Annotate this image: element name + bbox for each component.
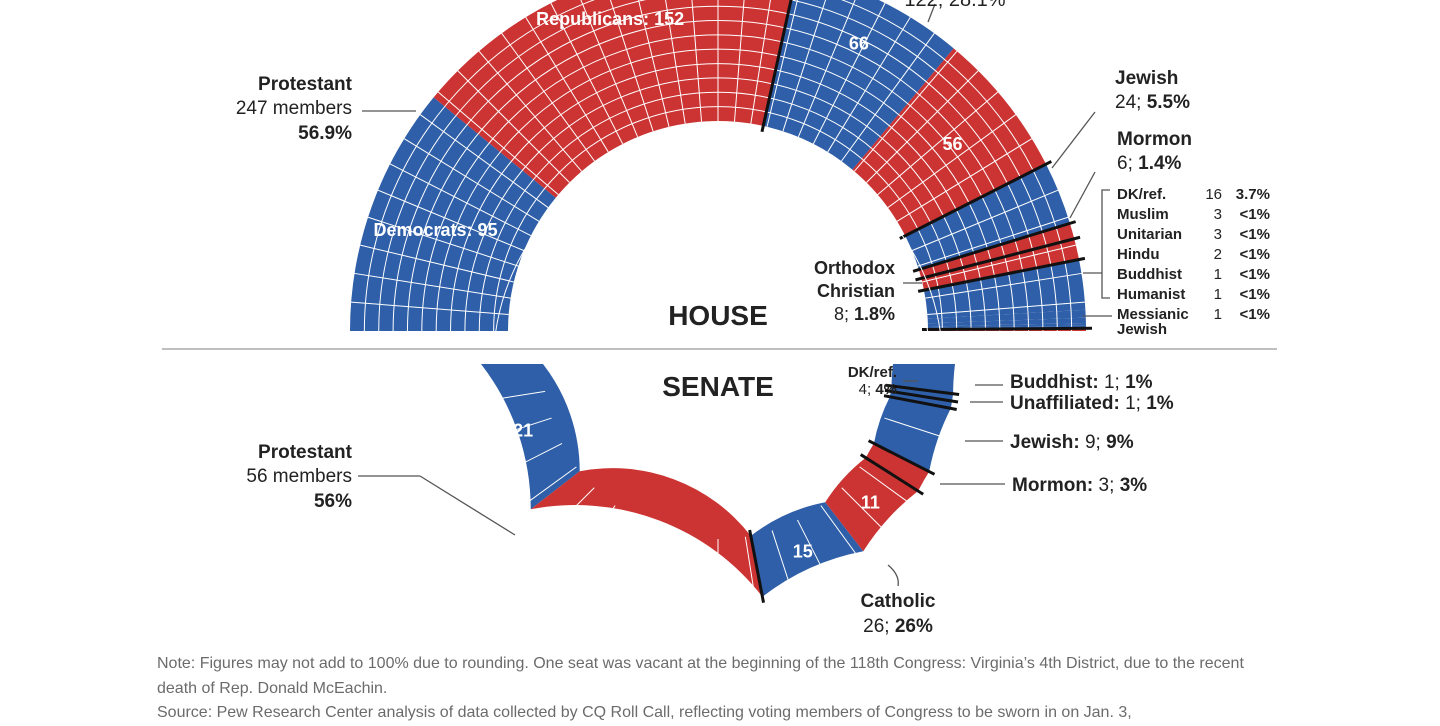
senate-group-boundary — [883, 394, 957, 412]
senate-segment-catholic-republican — [825, 457, 919, 552]
senate-mormon-stat: Mormon: 3; 3% — [1012, 475, 1147, 496]
small-table-name: Muslim — [1117, 206, 1169, 223]
house-mormon-stat: 6; 1.4% — [1117, 153, 1182, 174]
house-segment-catholic-republican — [852, 48, 1047, 236]
senate-group-boundary — [859, 453, 924, 496]
small-table-count: 3 — [1214, 206, 1222, 223]
house-group-boundary — [912, 220, 1077, 273]
house-protestant-name: Protestant — [258, 74, 353, 95]
house-orthodox-stat: 8; 1.8% — [834, 304, 895, 324]
house-catholic-partial-label: 122; 28.1% — [904, 0, 1005, 11]
house-arcs: Democrats: 95 Republicans: 152 66 56 — [350, 0, 1093, 332]
senate-segment-label: 21 — [513, 421, 533, 441]
house-segment-protestant-democrat — [350, 97, 556, 331]
senate-dkref-stat: 4; 4% — [859, 381, 897, 398]
house-protestant-count: 247 members — [236, 98, 352, 119]
house-small-groups-table: DK/ref. 16 3.7% Muslim 3 <1% Unitarian 3 <1% Hind… — [1117, 186, 1270, 338]
senate-segment-label: 11 — [861, 493, 880, 513]
small-table-name: Messianic — [1117, 306, 1189, 323]
house-orthodox-name-1: Orthodox — [814, 258, 895, 278]
house-jewish-stat: 24; 5.5% — [1115, 92, 1190, 113]
senate-segment-unaffiliated-democrat — [889, 391, 953, 409]
house-jewish-name: Jewish — [1115, 68, 1178, 89]
senate-dkref-name: DK/ref. — [848, 364, 897, 381]
house-protestant-pct: 56.9% — [298, 123, 352, 144]
senate-catholic-stat: 26; 26% — [863, 616, 933, 637]
small-table-name: Hindu — [1117, 246, 1160, 263]
small-table-pct: <1% — [1240, 206, 1270, 223]
senate-segment-protestant-democrat — [481, 364, 580, 510]
senate-group-boundary — [885, 383, 960, 396]
small-table-name: Humanist — [1117, 286, 1185, 303]
senate-seat-grid — [483, 138, 953, 601]
house-segment-buddhist-democrat — [927, 323, 1086, 328]
small-table-count: 1 — [1214, 306, 1222, 323]
house-segment-dk-ref--democrat — [924, 259, 1085, 315]
house-segment-hindu-democrat — [927, 317, 1086, 327]
house-group-boundary — [899, 160, 1053, 240]
senate-group-boundary — [884, 388, 959, 404]
senate-arcs: 21 35 15 11 — [481, 138, 960, 603]
senate-protestant-pct: 56% — [314, 491, 352, 512]
leader-lines — [358, 3, 1112, 587]
small-table-pct: <1% — [1240, 306, 1270, 323]
senate-segment-label: 15 — [793, 542, 813, 562]
house-protestant-catholic-boundary — [760, 0, 793, 133]
senate-segment-protestant-republican — [530, 468, 763, 597]
small-table-count: 2 — [1214, 246, 1222, 263]
small-table-count: 1 — [1214, 266, 1222, 283]
house-segment-muslim-democrat — [927, 301, 1086, 319]
house-group-boundary — [921, 326, 1093, 332]
small-table-pct: <1% — [1240, 286, 1270, 303]
house-segment-unitarian-democrat — [927, 309, 1086, 324]
small-table-count: 16 — [1205, 186, 1222, 203]
small-table-name-2: Jewish — [1117, 321, 1167, 338]
senate-catholic-name: Catholic — [861, 591, 936, 612]
senate-buddhist-stat: Buddhist: 1; 1% — [1010, 372, 1153, 393]
house-mormon-name: Mormon — [1117, 129, 1192, 150]
small-table-count: 3 — [1214, 226, 1222, 243]
house-republicans-label: Republicans: 152 — [536, 9, 684, 29]
house-seat-grid — [351, 0, 1085, 332]
house-segment-jewish-democrat — [905, 164, 1070, 270]
senate-segment-label: 35 — [635, 547, 655, 567]
small-table-pct: 3.7% — [1236, 186, 1270, 203]
small-table-name: Buddhist — [1117, 266, 1182, 283]
house-title: HOUSE — [668, 300, 768, 331]
house-catholic-rep-label: 56 — [943, 134, 963, 154]
senate-protestant-count: 56 members — [246, 466, 352, 487]
small-table-name: DK/ref. — [1117, 186, 1166, 203]
house-segment-orthodox-christian-republican — [921, 238, 1079, 291]
note-text: Note: Figures may not add to 100% due to… — [157, 655, 1244, 697]
senate-group-boundary — [867, 439, 936, 476]
house-orthodox-name-2: Christian — [817, 281, 895, 301]
small-table-pct: <1% — [1240, 226, 1270, 243]
senate-protestant-catholic-boundary — [748, 529, 766, 603]
house-segment-mormon-republican — [918, 223, 1075, 279]
senate-title: SENATE — [662, 371, 774, 402]
source-text: Source: Pew Research Center analysis of … — [157, 704, 1132, 721]
house-democrats-label: Democrats: 95 — [374, 220, 498, 240]
senate-jewish-stat: Jewish: 9; 9% — [1010, 432, 1134, 453]
senate-segment-dk-ref--democrat — [891, 364, 955, 394]
small-table-name: Unitarian — [1117, 226, 1182, 243]
house-group-boundary — [917, 256, 1086, 293]
senate-protestant-name: Protestant — [258, 442, 353, 463]
house-group-boundary — [915, 235, 1081, 282]
senate-unaffiliated-stat: Unaffiliated: 1; 1% — [1010, 393, 1174, 414]
small-table-count: 1 — [1214, 286, 1222, 303]
small-table-pct: <1% — [1240, 246, 1270, 263]
small-table-pct: <1% — [1240, 266, 1270, 283]
senate-segment-mormon-republican — [865, 443, 930, 491]
house-catholic-dem-label: 66 — [849, 34, 869, 54]
